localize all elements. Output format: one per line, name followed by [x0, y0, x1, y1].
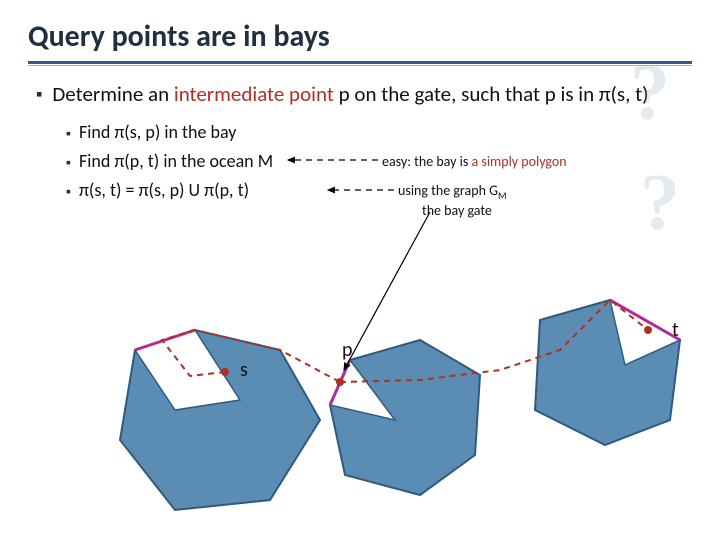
main-bullet-post: p on the gate, such that p is in π(s, t) — [334, 81, 649, 107]
annotation-easy-pre: easy: the bay is — [382, 153, 471, 170]
sub-bullet-1: ▪ Find π(s, p) in the bay — [66, 118, 684, 147]
sub-bullet-2: ▪ Find π(p, t) in the ocean M — [66, 147, 684, 176]
main-bullet-pre: Determine an — [52, 81, 174, 107]
annotation-graph: using the graph GM the bay gate — [398, 182, 507, 220]
bullet-square-icon: ▪ — [66, 181, 71, 203]
annotation-easy: easy: the bay is a simply polygon — [382, 153, 567, 171]
question-mark-icon: ? — [630, 48, 670, 139]
annotation-graph-l2: the bay gate — [398, 202, 492, 219]
bullet-square-icon: ▪ — [66, 152, 71, 174]
label-s: s — [240, 358, 248, 382]
annotation-graph-l1: using the graph G — [398, 182, 498, 199]
sub-bullet-3-text: π(s, t) = π(s, p) U π(p, t) — [79, 176, 249, 205]
sub-bullet-3: ▪ π(s, t) = π(s, p) U π(p, t) — [66, 176, 684, 205]
label-p: p — [342, 338, 353, 362]
question-mark-icon: ? — [640, 158, 680, 249]
main-bullet-accent: intermediate point — [174, 81, 334, 107]
annotation-graph-sub: M — [498, 189, 507, 202]
annotation-easy-accent: a simply polygon — [471, 153, 566, 170]
sub-bullet-1-text: Find π(s, p) in the bay — [79, 118, 236, 147]
label-t: t — [672, 318, 679, 342]
main-bullet-text: Determine an intermediate point p on the… — [52, 80, 648, 108]
bullet-square-icon: ▪ — [36, 80, 42, 108]
title-rule — [28, 61, 692, 66]
sub-bullet-2-text: Find π(p, t) in the ocean M — [79, 147, 273, 176]
main-bullet: ▪ Determine an intermediate point p on t… — [36, 80, 684, 108]
slide-title: Query points are in bays — [28, 18, 692, 55]
bullet-square-icon: ▪ — [66, 123, 71, 145]
